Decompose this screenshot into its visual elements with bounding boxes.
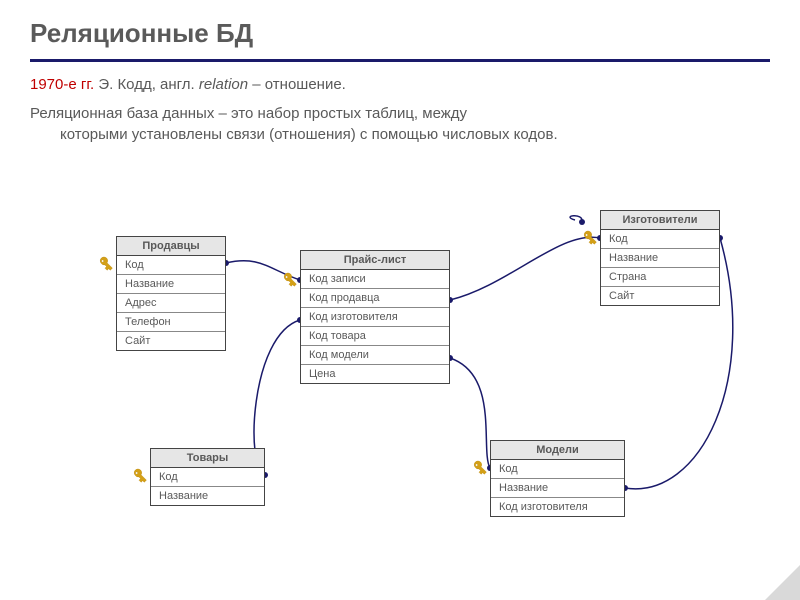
- table-row: Название: [151, 487, 264, 505]
- table-row: Название: [601, 249, 719, 268]
- table-row: Адрес: [117, 294, 225, 313]
- table-row: Код: [151, 468, 264, 487]
- connector-line: [450, 358, 490, 468]
- def-term: Реляционная база данных: [30, 105, 214, 122]
- intro-italic: relation: [199, 76, 248, 93]
- intro-tail: – отношение.: [248, 76, 346, 93]
- intro-year: 1970-е гг.: [30, 76, 94, 93]
- table-manufacturers: ИзготовителиКодНазваниеСтранаСайт: [600, 210, 720, 306]
- table-row: Код: [601, 230, 719, 249]
- table-pricelist: Прайс-листКод записиКод продавцаКод изго…: [300, 250, 450, 384]
- key-icon: [96, 256, 114, 274]
- intro-paragraph: 1970-е гг. Э. Кодд, англ. relation – отн…: [0, 62, 800, 95]
- def-rest2: которыми установлены связи (отношения) с…: [30, 124, 770, 145]
- table-header: Продавцы: [117, 237, 225, 256]
- table-header: Изготовители: [601, 211, 719, 230]
- title-block: Реляционные БД: [0, 0, 800, 53]
- table-row: Код: [491, 460, 624, 479]
- page-corner: [765, 565, 800, 600]
- key-icon: [470, 460, 488, 478]
- table-row: Сайт: [117, 332, 225, 350]
- connector-line: [570, 216, 582, 222]
- key-icon: [580, 230, 598, 248]
- table-row: Код модели: [301, 346, 449, 365]
- table-row: Сайт: [601, 287, 719, 305]
- table-header: Прайс-лист: [301, 251, 449, 270]
- table-row: Название: [491, 479, 624, 498]
- table-row: Код товара: [301, 327, 449, 346]
- connector-line: [450, 237, 600, 300]
- table-header: Модели: [491, 441, 624, 460]
- definition-paragraph: Реляционная база данных – это набор прос…: [0, 95, 800, 145]
- table-goods: ТоварыКодНазвание: [150, 448, 265, 506]
- key-icon: [280, 272, 298, 290]
- key-icon: [130, 468, 148, 486]
- table-row: Код: [117, 256, 225, 275]
- table-row: Код изготовителя: [491, 498, 624, 516]
- connector-dot: [579, 219, 585, 225]
- table-row: Название: [117, 275, 225, 294]
- page-title: Реляционные БД: [30, 18, 770, 49]
- table-row: Цена: [301, 365, 449, 383]
- table-header: Товары: [151, 449, 264, 468]
- def-rest1: – это набор простых таблиц, между: [214, 105, 467, 122]
- table-row: Код изготовителя: [301, 308, 449, 327]
- table-models: МоделиКодНазваниеКод изготовителя: [490, 440, 625, 517]
- table-row: Код записи: [301, 270, 449, 289]
- intro-rest: Э. Кодд, англ.: [94, 76, 199, 93]
- table-sellers: ПродавцыКодНазваниеАдресТелефонСайт: [116, 236, 226, 351]
- table-row: Страна: [601, 268, 719, 287]
- table-row: Код продавца: [301, 289, 449, 308]
- table-row: Телефон: [117, 313, 225, 332]
- er-diagram: ПродавцыКодНазваниеАдресТелефонСайтПрайс…: [0, 200, 800, 600]
